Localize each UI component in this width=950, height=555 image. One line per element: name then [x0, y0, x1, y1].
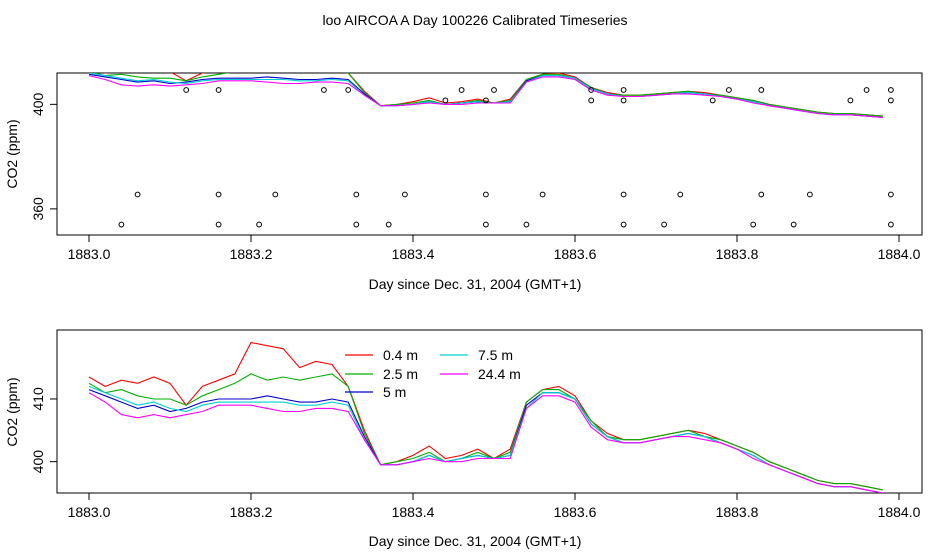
top-data-point	[442, 97, 449, 104]
top-data-point	[790, 221, 797, 228]
top-data-point	[183, 87, 190, 93]
bottom-y-tick-label: 400	[30, 450, 46, 474]
top-data-point	[726, 87, 732, 93]
bottom-x-tick-label: 1883.6	[554, 504, 597, 520]
bottom-x-axis-label: Day since Dec. 31, 2004 (GMT+1)	[369, 533, 582, 549]
legend-label: 7.5 m	[478, 347, 513, 363]
top-data-point	[807, 191, 813, 198]
top-data-point	[863, 87, 870, 93]
bottom-x-tick-label: 1884.0	[878, 504, 921, 520]
top-data-point	[272, 191, 279, 198]
top-data-point	[483, 221, 489, 228]
top-x-tick-label: 1883.0	[68, 246, 111, 262]
top-data-point	[215, 87, 222, 93]
top-x-tick-label: 1883.4	[392, 246, 435, 262]
top-data-point	[385, 221, 392, 228]
top-data-point	[483, 191, 489, 198]
top-data-point	[118, 221, 125, 228]
top-plot-frame	[56, 72, 923, 236]
top-data-point	[588, 97, 595, 104]
legend-label: 24.4 m	[478, 366, 521, 382]
bottom-x-tick-label: 1883.0	[68, 504, 111, 520]
top-panel: Day since Dec. 31, 2004 (GMT+1) CO2 (ppm…	[4, 72, 923, 292]
top-data-point	[539, 191, 546, 198]
legend-label: 5 m	[383, 384, 406, 400]
top-y-tick-label: 360	[30, 197, 46, 221]
bottom-y-tick-label: 410	[30, 387, 46, 411]
top-data-point	[709, 97, 716, 104]
top-data-point	[847, 97, 854, 104]
top-x-tick-label: 1883.2	[230, 246, 273, 262]
top-series-group	[88, 73, 894, 228]
top-data-point	[758, 191, 765, 198]
top-data-point	[620, 97, 627, 104]
legend-label: 0.4 m	[383, 347, 418, 363]
bottom-plot-frame	[56, 329, 923, 494]
top-data-point	[620, 87, 627, 93]
bottom-series-line-7-5-m	[88, 385, 883, 493]
top-data-point	[134, 191, 141, 198]
bottom-series-line-24-4-m	[88, 392, 883, 493]
bottom-series-line-2-5-m	[88, 373, 883, 491]
legend-label: 2.5 m	[383, 366, 418, 382]
top-data-point	[677, 191, 684, 198]
top-data-point	[888, 87, 894, 93]
top-data-point	[345, 87, 352, 93]
top-x-axis-label: Day since Dec. 31, 2004 (GMT+1)	[369, 276, 582, 292]
top-data-point	[888, 97, 894, 104]
top-y-axis-label: CO2 (ppm)	[4, 119, 20, 188]
top-x-tick-label: 1883.6	[554, 246, 597, 262]
top-data-point	[215, 221, 222, 228]
bottom-series-group	[88, 341, 883, 493]
top-data-point	[588, 87, 595, 93]
bottom-y-axis-label: CO2 (ppm)	[4, 377, 20, 446]
bottom-series-line-0-4-m	[88, 341, 883, 491]
top-data-point	[620, 191, 627, 198]
top-data-point	[458, 87, 465, 93]
top-y-tick-label: 400	[30, 92, 46, 116]
top-data-point	[620, 221, 627, 228]
top-data-point	[353, 191, 360, 198]
top-series-line-7-5-m	[88, 73, 883, 118]
top-data-point	[402, 191, 408, 198]
top-data-point	[256, 221, 263, 228]
bottom-x-tick-label: 1883.2	[230, 504, 273, 520]
bottom-x-tick-label: 1883.4	[392, 504, 435, 520]
top-data-point	[758, 87, 765, 93]
figure-title: loo AIRCOA A Day 100226 Calibrated Times…	[322, 12, 627, 28]
top-data-point	[888, 221, 894, 228]
bottom-series-line-5-m	[88, 389, 883, 493]
top-data-point	[215, 191, 222, 198]
top-data-point	[661, 221, 667, 228]
top-x-tick-label: 1884.0	[878, 246, 921, 262]
top-series-line-24-4-m	[88, 75, 883, 118]
top-data-point	[483, 97, 489, 104]
top-series-line-2-5-m	[92, 73, 883, 117]
top-data-point	[523, 221, 530, 228]
top-data-point	[888, 191, 894, 198]
top-data-point	[353, 221, 360, 228]
top-data-point	[491, 87, 497, 93]
top-x-tick-label: 1883.8	[716, 246, 759, 262]
top-series-line-0-4-m	[102, 73, 883, 117]
top-data-point	[321, 87, 327, 93]
top-data-point	[750, 221, 757, 228]
bottom-x-tick-label: 1883.8	[716, 504, 759, 520]
bottom-panel: Day since Dec. 31, 2004 (GMT+1) CO2 (ppm…	[4, 329, 923, 549]
